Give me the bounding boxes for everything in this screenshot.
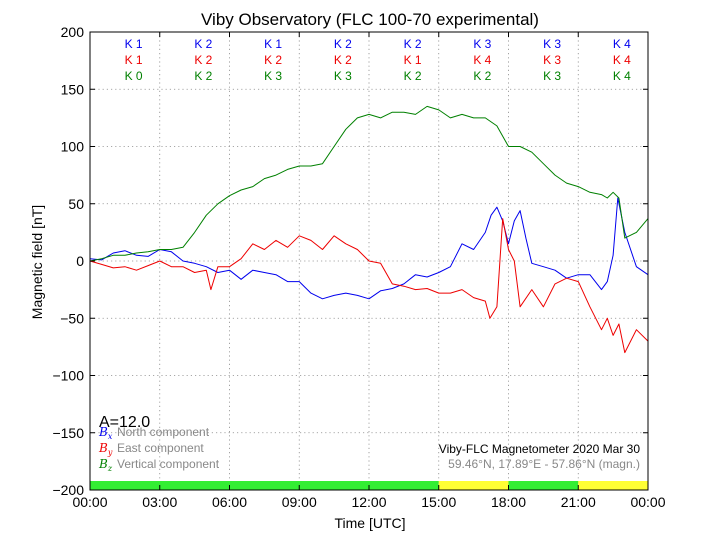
y-tick-label: −50 [60,310,84,326]
x-tick-label: 12:00 [351,494,386,510]
chart-title: Viby Observatory (FLC 100-70 experimenta… [201,10,539,29]
k-index-label: K 4 [613,37,631,51]
series-line-z [89,105,649,262]
k-index-label: K 3 [473,37,491,51]
activity-bar-segment [438,481,509,490]
k-index-label: K 2 [264,53,282,67]
x-tick-label: 00:00 [630,494,665,510]
y-axis-label: Magnetic field [nT] [29,205,45,319]
k-index-label: K 1 [125,37,143,51]
activity-bar-segment [578,481,648,490]
k-index-label: K 3 [543,37,561,51]
station-label: Viby-FLC Magnetometer 2020 Mar 30 [439,442,641,456]
k-index-label: K 3 [264,69,282,83]
k-index-label: K 3 [543,53,561,67]
legend-entry: East component [117,441,204,455]
y-tick-label: 150 [61,81,85,97]
k-index-label: K 2 [334,53,352,67]
k-index-label: K 1 [404,53,422,67]
k-index-label: K 3 [543,69,561,83]
k-index-label: K 1 [264,37,282,51]
legend-symbol: By [98,441,113,457]
k-index-label: K 1 [125,53,143,67]
series-line-y [89,218,649,354]
k-index-label: K 2 [404,37,422,51]
grid [90,32,648,490]
k-index-label: K 2 [194,53,212,67]
legend-symbol: Bz [98,457,113,473]
x-tick-label: 18:00 [491,494,526,510]
k-index-label: K 2 [194,37,212,51]
y-tick-label: −200 [52,482,84,498]
k-index-table: K 1 K 2 K 1 K 2 K 2 K 3 K 3 K 4 K 1 K 2 K 2 K 2 K 1 K… [125,37,632,83]
x-tick-label: 21:00 [561,494,596,510]
k-index-label: K 2 [194,69,212,83]
y-tick-label: 200 [61,24,85,40]
x-tick-label: 03:00 [142,494,177,510]
k-index-label: K 2 [473,69,491,83]
x-axis-label: Time [UTC] [334,515,405,531]
activity-bar-segment [90,481,439,490]
k-index-label: K 0 [125,69,143,83]
axis-ticks: 00:00 03:00 06:00 09:00 12:00 15:00 18:00 21:00… [52,24,665,510]
legend-entry: North component [117,425,210,439]
x-tick-label: 00:00 [72,494,107,510]
activity-bar-segment [508,481,579,490]
a-index-label: A=12.0 [99,414,150,431]
activity-bar [90,481,648,490]
x-tick-label: 06:00 [212,494,247,510]
k-index-label: K 4 [613,53,631,67]
legend-entry: Vertical component [117,457,220,471]
plot-series [89,105,649,354]
y-tick-label: 50 [68,196,84,212]
y-tick-label: 100 [61,139,85,155]
y-tick-label: −150 [52,425,84,441]
x-tick-label: 15:00 [421,494,456,510]
k-index-label: K 2 [404,69,422,83]
y-tick-label: 0 [76,253,84,269]
k-index-label: K 3 [334,69,352,83]
k-index-label: K 4 [613,69,631,83]
x-tick-label: 09:00 [282,494,317,510]
y-tick-label: −100 [52,368,84,384]
k-index-label: K 4 [473,53,491,67]
k-index-label: K 2 [334,37,352,51]
station-coordinates: 59.46°N, 17.89°E - 57.86°N (magn.) [448,457,640,471]
